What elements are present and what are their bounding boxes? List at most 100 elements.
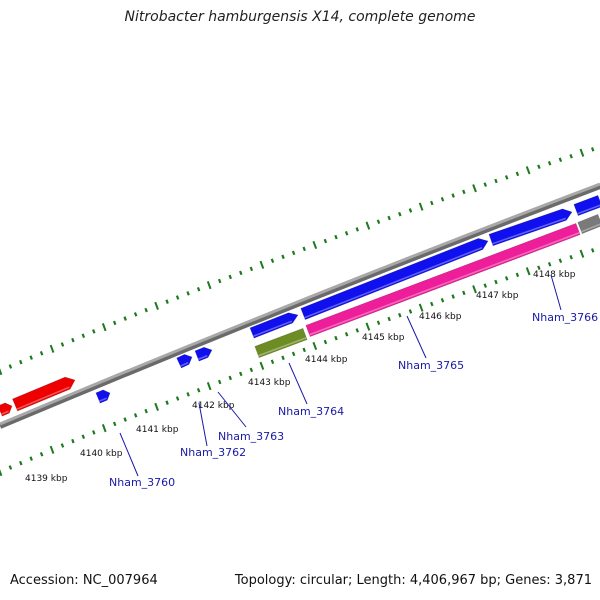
- scale-label: 4140 kbp: [80, 449, 123, 459]
- tick-mark: [323, 238, 328, 244]
- tick-mark: [49, 344, 55, 353]
- gene-arrow-blue: [573, 195, 600, 216]
- gene-label-leaders: [119, 274, 562, 477]
- gene-label-nham-3766[interactable]: Nham_3766: [532, 311, 598, 324]
- tick-mark: [334, 335, 338, 341]
- gene-arrow-nham-3762-highlight: [180, 361, 189, 367]
- tick-mark: [344, 231, 349, 236]
- gene-arrow-blue-highlight: [253, 320, 293, 337]
- gene-arrow-nham-3765: [305, 223, 581, 337]
- gene-arrow-blue: [488, 208, 573, 247]
- tick-mark: [472, 184, 477, 193]
- tick-mark: [101, 323, 107, 332]
- outer-tick-ring: [0, 147, 595, 376]
- leader-line: [198, 402, 208, 447]
- gene-arrow-nham-3765-highlight: [309, 232, 580, 336]
- tick-mark: [569, 153, 573, 159]
- tick-mark: [430, 200, 434, 206]
- tick-mark: [154, 402, 159, 411]
- tick-mark: [92, 329, 96, 334]
- gene-arrow-blue-highlight: [577, 204, 600, 215]
- scale-label: 4139 kbp: [25, 474, 68, 484]
- tick-mark: [92, 430, 96, 435]
- tick-mark: [71, 337, 75, 343]
- leader-line: [406, 315, 427, 359]
- tick-mark: [579, 148, 585, 157]
- tick-mark: [515, 171, 520, 177]
- gene-label-nham-3760[interactable]: Nham_3760: [109, 476, 175, 489]
- genome-stats-text: Topology: circular; Length: 4,406,967 bp…: [234, 573, 592, 588]
- tick-mark: [259, 361, 265, 370]
- scale-label: 4143 kbp: [248, 378, 291, 388]
- tick-mark: [323, 339, 328, 345]
- tick-mark: [239, 371, 243, 377]
- tick-mark: [186, 392, 190, 397]
- tick-mark: [228, 274, 232, 280]
- tick-mark: [165, 299, 169, 304]
- tick-mark: [60, 342, 65, 347]
- tick-mark: [49, 445, 55, 454]
- tick-mark: [558, 258, 563, 263]
- tick-mark: [60, 443, 65, 448]
- tick-mark: [281, 355, 285, 361]
- tick-mark: [154, 301, 159, 310]
- tick-mark: [217, 278, 222, 284]
- accession-text: Accession: NC_007964: [10, 573, 158, 588]
- tick-mark: [259, 260, 265, 269]
- tick-mark: [249, 367, 254, 373]
- tick-mark: [525, 267, 531, 276]
- tick-mark: [537, 164, 541, 169]
- tick-mark: [525, 166, 531, 175]
- tick-mark: [579, 249, 585, 258]
- tick-mark: [71, 438, 75, 444]
- scale-labels: 4139 kbp 4140 kbp 4141 kbp 4142 kbp 4143…: [25, 270, 576, 484]
- tick-mark: [344, 332, 349, 337]
- tick-mark: [408, 208, 413, 213]
- tick-mark: [291, 250, 296, 256]
- tick-mark: [558, 157, 563, 162]
- tick-mark: [408, 309, 413, 314]
- leader-line: [550, 274, 562, 311]
- gene-arrow-nham-3760-highlight: [99, 397, 107, 402]
- tick-mark: [270, 359, 275, 365]
- tick-mark: [547, 261, 552, 267]
- tick-mark: [281, 254, 285, 260]
- gene-arrow-blue: [249, 312, 299, 339]
- gene-label-nham-3762[interactable]: Nham_3762: [180, 446, 246, 459]
- tick-mark: [112, 320, 117, 326]
- gene-label-nham-3764[interactable]: Nham_3764: [278, 405, 344, 418]
- scale-tick-ring: [0, 248, 595, 477]
- tick-mark: [334, 234, 338, 240]
- tick-mark: [206, 382, 212, 391]
- tick-mark: [123, 417, 127, 422]
- gene-arrow-nham-3760: [95, 389, 111, 404]
- tick-mark: [217, 379, 222, 385]
- tick-mark: [312, 240, 318, 250]
- tick-mark: [101, 424, 107, 433]
- gene-label-nham-3763[interactable]: Nham_3763: [218, 430, 284, 443]
- tick-mark: [19, 460, 23, 466]
- gene-arrow-red-highlight: [1, 410, 9, 415]
- tick-mark: [590, 248, 595, 253]
- tick-mark: [123, 316, 127, 321]
- tick-mark: [39, 451, 44, 457]
- genome-backbone: [0, 182, 600, 429]
- leader-line: [217, 391, 247, 428]
- scale-label: 4148 kbp: [533, 270, 576, 280]
- tick-mark: [112, 421, 117, 427]
- tick-mark: [206, 281, 212, 290]
- scale-label: 4142 kbp: [192, 401, 235, 411]
- tick-mark: [249, 266, 254, 272]
- tick-mark: [196, 286, 201, 292]
- tick-mark: [270, 258, 275, 264]
- gene-arrow-blue-highlight: [304, 246, 483, 319]
- tick-mark: [165, 400, 169, 405]
- tick-mark: [291, 351, 296, 357]
- tick-mark: [0, 368, 3, 376]
- tick-mark: [239, 270, 243, 276]
- gene-label-nham-3765[interactable]: Nham_3765: [398, 359, 464, 372]
- tick-mark: [196, 387, 201, 393]
- leader-line: [288, 362, 308, 405]
- tick-mark: [537, 265, 541, 270]
